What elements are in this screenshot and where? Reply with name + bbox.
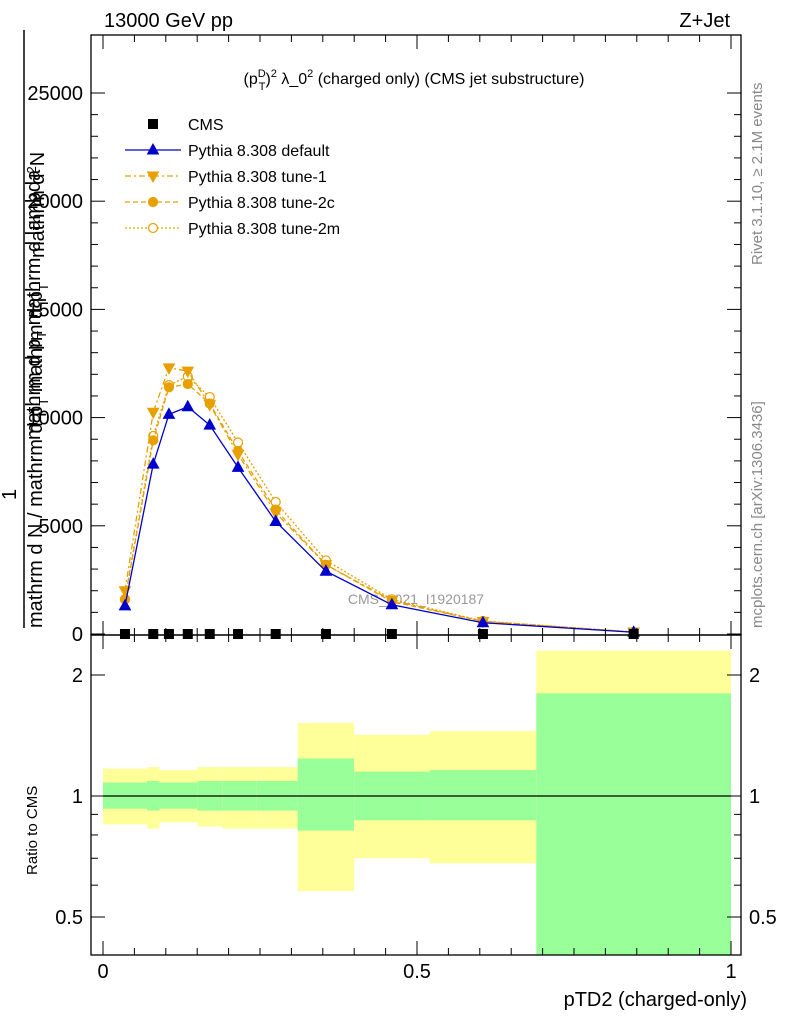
series-1-point-0 bbox=[118, 598, 132, 611]
series-1-point-7 bbox=[319, 564, 333, 576]
series-2-point-3 bbox=[181, 366, 195, 379]
legend-marker-0 bbox=[148, 119, 158, 129]
xtick-label-0: 0 bbox=[97, 961, 108, 983]
cms-point-0 bbox=[119, 629, 130, 639]
legend-label-2: Pythia 8.308 tune-1 bbox=[188, 169, 327, 186]
main-plot bbox=[118, 363, 641, 640]
main-ytick-label-0: 0 bbox=[72, 624, 83, 646]
ratio-ytick-label-right-1: 1 bbox=[749, 786, 760, 808]
cms-point-2 bbox=[163, 629, 174, 639]
mcplots-label: mcplots.cern.ch [arXiv:1306.3436] bbox=[749, 401, 766, 628]
xlabel: pTD2 (charged-only) bbox=[564, 989, 747, 1011]
legend-label-4: Pythia 8.308 tune-2m bbox=[188, 221, 340, 238]
legend-marker-3 bbox=[147, 196, 159, 208]
axes: 0 5000 10000 15000 20000 25000 0 0.5 1 0.5 0.5 1 1 2 2 bbox=[27, 34, 777, 983]
main-ytick-label-5: 25000 bbox=[27, 83, 83, 105]
legend: CMS Pythia 8.308 default Pythia 8.308 tune… bbox=[125, 117, 340, 238]
plot-title: (pD T)2 λ_02 (charged only) (CMS jet subs… bbox=[244, 68, 585, 93]
series-line-2 bbox=[124, 367, 634, 633]
ratio-ytick-label-right-2: 2 bbox=[749, 665, 760, 687]
series-1-point-9 bbox=[476, 615, 490, 628]
legend-label-1: Pythia 8.308 default bbox=[188, 143, 330, 160]
cms-point-9 bbox=[477, 629, 488, 639]
ratio-frame bbox=[90, 634, 742, 956]
series-1-point-2 bbox=[162, 407, 176, 419]
energy-label: 13000 GeV pp bbox=[104, 10, 233, 32]
xtick-label-2: 1 bbox=[725, 961, 736, 983]
series-1-point-6 bbox=[269, 514, 283, 526]
legend-label-0: CMS bbox=[188, 117, 224, 134]
cms-point-1 bbox=[148, 629, 159, 639]
series-1-point-8 bbox=[385, 597, 399, 610]
main-ytick-label-2: 10000 bbox=[27, 408, 83, 430]
series-3-point-2 bbox=[163, 382, 175, 393]
series-2-point-2 bbox=[162, 363, 176, 375]
series-2-point-1 bbox=[146, 407, 160, 420]
ylabel-one: 1 bbox=[0, 489, 21, 500]
ratio-ytick-label-right-0: 0.5 bbox=[749, 907, 777, 929]
ratio-ytick-label-left-0: 0.5 bbox=[55, 907, 83, 929]
legend-label-3: Pythia 8.308 tune-2c bbox=[188, 195, 335, 212]
series-line-1 bbox=[124, 406, 634, 633]
series-1-point-4 bbox=[203, 418, 217, 430]
series-1-point-3 bbox=[181, 399, 195, 412]
series-2-point-5 bbox=[231, 449, 245, 462]
series-2-point-6 bbox=[269, 508, 283, 520]
ratio-band-inner-6 bbox=[297, 758, 355, 831]
cms-point-5 bbox=[233, 629, 244, 639]
ylabel-denominator: mathrm d N / mathrm d pT mathrm d pT bbox=[25, 283, 51, 628]
series-1-point-1 bbox=[146, 457, 160, 469]
series-3-point-1 bbox=[148, 435, 159, 446]
cms-point-4 bbox=[204, 629, 215, 639]
ratio-ytick-label-left-1: 1 bbox=[72, 786, 83, 808]
ratio-ylabel: Ratio to CMS bbox=[24, 786, 41, 875]
legend-marker-1 bbox=[146, 142, 160, 155]
main-ytick-label-3: 15000 bbox=[27, 299, 83, 321]
cms-point-10 bbox=[628, 629, 639, 639]
main-ytick-label-1: 5000 bbox=[39, 516, 84, 538]
ratio-bands bbox=[103, 650, 731, 955]
series-line-4 bbox=[124, 375, 634, 633]
series-2-point-4 bbox=[203, 400, 217, 412]
series-1-point-5 bbox=[231, 460, 245, 472]
ylabel-line1: mathrm d2N bbox=[24, 152, 49, 258]
legend-marker-4 bbox=[147, 222, 159, 234]
ratio-ytick-label-left-2: 2 bbox=[72, 665, 83, 687]
ratio-band-inner-8 bbox=[429, 770, 537, 821]
process-label: Z+Jet bbox=[679, 10, 730, 32]
cms-point-6 bbox=[270, 629, 281, 639]
ylabel-denom-a: mathrm d pT mathrm d lambda bbox=[23, 169, 49, 440]
main-ytick-label-4: 20000 bbox=[27, 191, 83, 213]
xtick-label-1: 0.5 bbox=[403, 961, 431, 983]
rivet-label: Rivet 3.1.10, ≥ 2.1M events bbox=[749, 83, 766, 266]
series-3-point-3 bbox=[182, 378, 193, 390]
main-ylabel: mathrm d2N mathrm d pT mathrm d lambda 1… bbox=[0, 30, 51, 628]
cms-point-7 bbox=[320, 629, 331, 639]
cms-point-3 bbox=[182, 629, 193, 639]
cms-point-8 bbox=[386, 629, 397, 639]
ratio-band-inner-9 bbox=[536, 693, 731, 955]
legend-marker-2 bbox=[146, 171, 160, 184]
